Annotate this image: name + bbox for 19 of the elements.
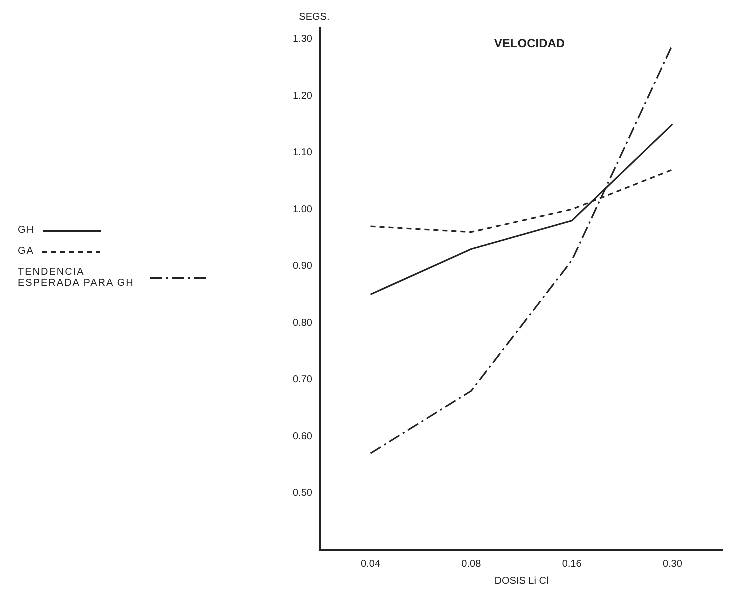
x-tick-label: 0.16 xyxy=(562,558,582,570)
legend-label: GH xyxy=(18,225,35,236)
x-tick-label: 0.30 xyxy=(662,558,683,570)
y-tick-label: 1.00 xyxy=(292,204,313,216)
y-tick-label: 0.60 xyxy=(292,431,313,442)
text: VELOCIDAD xyxy=(494,36,566,50)
y-tick-label: 1.10 xyxy=(292,148,313,159)
y-tick-label: 1.30 xyxy=(292,34,313,46)
x-tick-label: 0.04 xyxy=(361,558,381,570)
y-tick-label: 0.70 xyxy=(292,374,313,386)
legend-label: GA xyxy=(18,246,34,257)
x-axis-title: DOSIS Li Cl xyxy=(494,576,549,587)
y-axis-title: SEGS. xyxy=(299,12,330,23)
y-tick-label: 0.90 xyxy=(292,261,313,272)
y-tick-label: 0.50 xyxy=(292,488,313,500)
x-tick-label: 0.08 xyxy=(462,558,482,570)
y-tick-label: 0.80 xyxy=(292,318,313,329)
legend-label: TENDENCIA ESPERADA PARA GH xyxy=(18,267,136,289)
y-tick-label: 1.20 xyxy=(292,90,313,102)
